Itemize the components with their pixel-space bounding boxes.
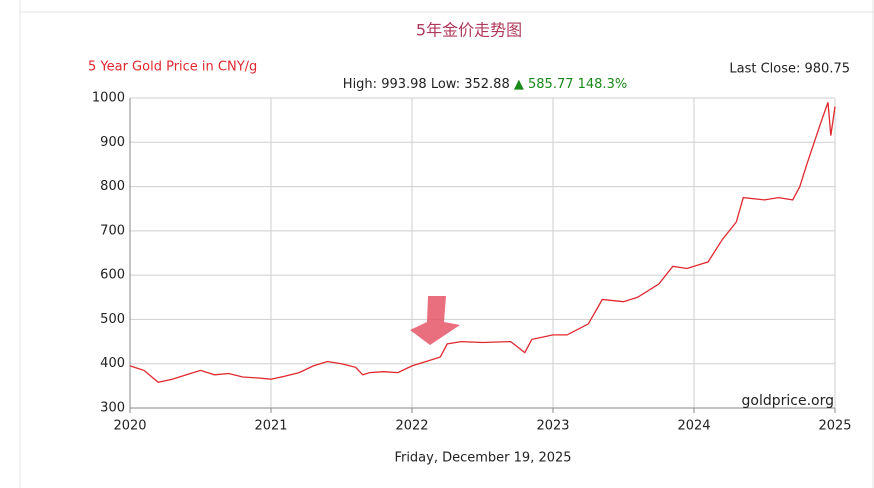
chart-title: 5年金价走势图	[416, 21, 522, 40]
stat-low: Low: 352.88	[431, 77, 510, 92]
y-tick-label: 500	[100, 312, 125, 327]
x-tick-label: 2020	[113, 419, 146, 434]
x-tick-label: 2021	[254, 419, 287, 434]
y-tick-label: 1000	[92, 91, 125, 106]
x-tick-label: 2022	[395, 419, 428, 434]
y-tick-label: 400	[100, 356, 125, 371]
last-close: Last Close: 980.75	[729, 62, 850, 77]
chart-subtitle: 5 Year Gold Price in CNY/g	[88, 60, 257, 75]
plot: 300 400 500 600 700 800 900 1000 2020 2021 2022 202…	[92, 91, 852, 434]
arrow-annotation	[410, 296, 460, 345]
y-tick-label: 800	[100, 179, 125, 194]
stat-high: High: 993.98	[343, 77, 427, 92]
source: goldprice.org	[742, 393, 834, 409]
price-line	[129, 102, 836, 384]
x-tick-label: 2024	[677, 419, 710, 434]
y-tick-label: 900	[100, 135, 125, 150]
x-axis-label: Friday, December 19, 2025	[394, 451, 571, 466]
stat-change: 585.77 148.3%	[528, 77, 627, 92]
y-tick-label: 600	[100, 268, 125, 283]
y-tick-label: 300	[100, 401, 125, 416]
x-tick-label: 2023	[536, 419, 569, 434]
stat-arrow: ▲	[514, 77, 524, 92]
x-tick-label: 2025	[818, 419, 851, 434]
stats: High: 993.98 Low: 352.88 ▲ 585.77 148.3%	[343, 77, 627, 92]
y-tick-label: 700	[100, 223, 125, 238]
